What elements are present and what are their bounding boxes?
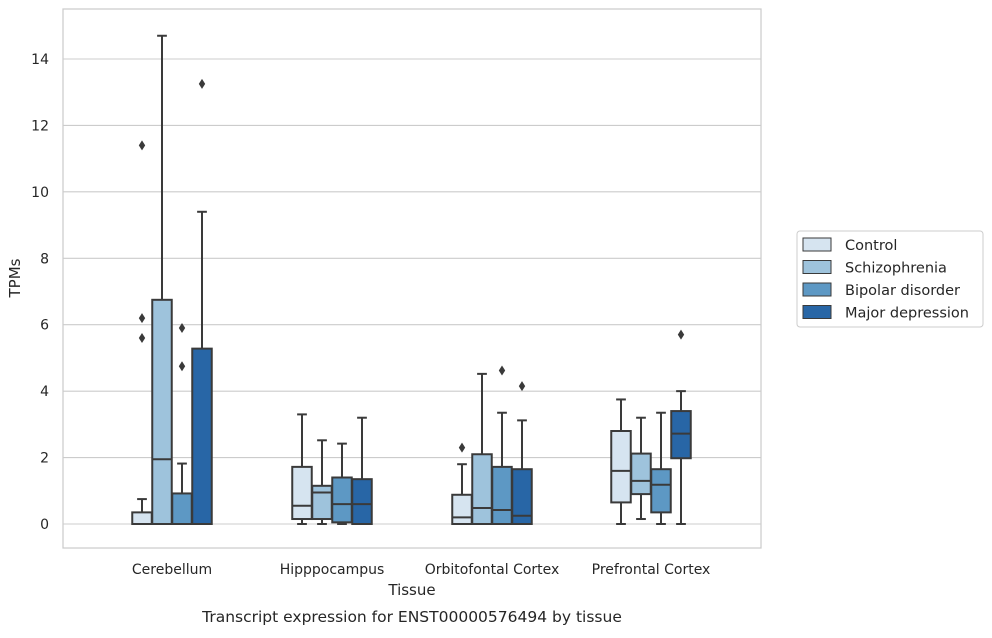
x-tick-label: Cerebellum (132, 562, 212, 578)
box-iqr (171, 492, 193, 526)
box-major-depression (670, 329, 692, 525)
outlier-point (138, 140, 146, 151)
legend-label: Major depression (845, 306, 969, 322)
x-axis-label: Tissue (387, 581, 435, 599)
box-iqr (650, 468, 672, 514)
box-iqr (291, 465, 313, 521)
legend-frame (796, 230, 984, 328)
box-control (451, 442, 473, 525)
box-bipolar-disorder (331, 442, 353, 525)
box-iqr (331, 476, 353, 524)
x-tick-label: Hipppocampus (280, 562, 385, 578)
box-major-depression (511, 381, 533, 526)
plot-frame (62, 8, 762, 549)
outlier-point (498, 365, 506, 376)
box-iqr (630, 452, 652, 496)
y-tick-label: 10 (31, 185, 49, 201)
box-schizophrenia (630, 416, 652, 521)
box-control (291, 413, 313, 525)
y-tick-label: 4 (40, 384, 49, 400)
legend-swatch (802, 237, 832, 252)
box-iqr (311, 484, 333, 521)
box-iqr (491, 465, 513, 525)
outlier-point (178, 361, 186, 372)
legend-swatch (802, 282, 832, 297)
box-bipolar-disorder (171, 323, 193, 526)
box-iqr (471, 453, 493, 525)
outlier-point (198, 78, 206, 89)
legend-swatch (802, 305, 832, 319)
box-groups (131, 34, 692, 526)
y-tick-label: 6 (40, 318, 49, 334)
y-tick-label: 12 (31, 118, 49, 134)
y-tick-label: 8 (40, 251, 49, 267)
box-iqr (451, 493, 473, 525)
box-iqr (191, 347, 213, 525)
box-iqr (610, 430, 632, 504)
legend-label: Control (845, 238, 897, 254)
outlier-point (138, 313, 146, 324)
box-iqr (131, 511, 153, 525)
box-iqr (151, 298, 173, 525)
outlier-point (458, 442, 466, 453)
outlier-point (178, 323, 186, 334)
x-tick-label: Orbitofontal Cortex (425, 562, 560, 578)
box-major-depression (191, 78, 213, 525)
outlier-point (518, 381, 526, 392)
legend-swatch (802, 260, 832, 274)
box-iqr (351, 478, 373, 525)
legend: Control Schizophrenia Bipolar disorder Majo… (796, 230, 984, 328)
box-bipolar-disorder (650, 411, 672, 525)
box-schizophrenia (151, 34, 173, 525)
box-iqr (511, 468, 533, 526)
legend-label: Bipolar disorder (845, 283, 960, 299)
y-tick-label: 0 (40, 517, 49, 533)
y-tick-label: 2 (40, 451, 49, 467)
outlier-point (138, 333, 146, 343)
box-bipolar-disorder (491, 365, 513, 525)
y-tick-labels: 0 2 4 6 8 10 12 14 (31, 52, 49, 533)
x-tick-labels: Cerebellum Hipppocampus Orbitofontal Corte… (132, 562, 710, 578)
chart-caption: Transcript expression for ENST0000057649… (201, 608, 622, 626)
box-control (610, 398, 632, 525)
legend-label: Schizophrenia (845, 261, 947, 277)
box-schizophrenia (471, 372, 493, 525)
y-axis-label: TPMs (6, 258, 24, 298)
outlier-point (677, 329, 685, 340)
x-tick-label: Prefrontal Cortex (592, 562, 711, 578)
y-tick-label: 14 (31, 52, 49, 68)
box-major-depression (351, 416, 373, 525)
